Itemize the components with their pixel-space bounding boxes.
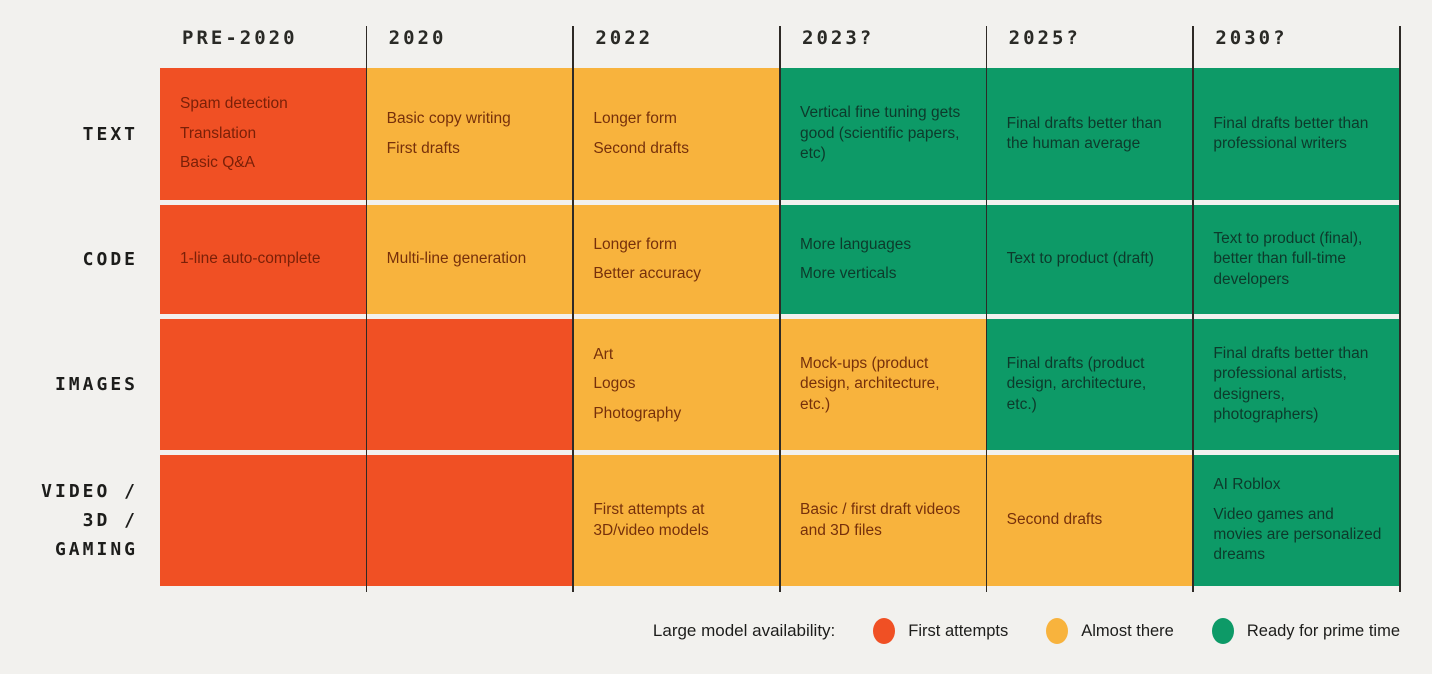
- cell-text: Longer form: [593, 110, 677, 128]
- grid-cell: Final drafts (product design, architectu…: [986, 319, 1194, 450]
- grid-cell: Longer form Better accuracy: [573, 205, 780, 314]
- cell-text: Second drafts: [593, 139, 689, 157]
- row-label: CODE: [0, 205, 138, 314]
- legend: Large model availability: First attempts…: [160, 613, 1400, 649]
- grid-cell: Mock-ups (product design, architecture, …: [780, 319, 987, 450]
- column-header: 2022: [595, 27, 654, 49]
- cell-text: Vertical fine tuning gets good (scientif…: [800, 104, 961, 163]
- cell-text: Second drafts: [1006, 511, 1103, 529]
- cell-text: 1-line auto-complete: [180, 250, 321, 268]
- cell-text: Basic / first draft videos and 3D files: [800, 501, 961, 539]
- grid-cell: Final drafts better than professional ar…: [1193, 319, 1400, 450]
- row-label: VIDEO / 3D / GAMING: [0, 455, 138, 586]
- cell-text: Final drafts better than the human avera…: [1006, 114, 1162, 152]
- cell-text: Final drafts better than professional wr…: [1213, 114, 1369, 152]
- grid-cell: [366, 455, 574, 586]
- cell-text: More verticals: [800, 265, 897, 282]
- grid-cell: Art Logos Photography: [573, 319, 780, 450]
- cell-text: Photography: [593, 404, 682, 422]
- legend-item: Ready for prime time: [1211, 618, 1400, 644]
- row-label: IMAGES: [0, 319, 138, 450]
- grid-cell: AI Roblox Video games and movies are pers…: [1193, 455, 1400, 586]
- cell-text: First attempts at 3D/video models: [593, 501, 709, 539]
- column-divider: [779, 26, 781, 592]
- grid-cell: Second drafts: [986, 455, 1194, 586]
- row-label: TEXT: [0, 68, 138, 200]
- column-header: PRE-2020: [182, 27, 298, 49]
- cell-text: Basic copy writing: [386, 110, 511, 128]
- grid-cell: [160, 455, 367, 586]
- grid-cell: Spam detection Translation Basic Q&A: [160, 68, 367, 200]
- row-label-line: CODE: [82, 249, 138, 270]
- row-label-line: VIDEO /: [41, 481, 138, 502]
- legend-item: Almost there: [1046, 618, 1174, 644]
- column-header: 2025?: [1008, 27, 1081, 49]
- legend-item: First attempts: [873, 618, 1008, 644]
- grid-cell: [160, 319, 367, 450]
- column-header: 2020: [388, 27, 447, 49]
- ready_for_prime_time-dot-icon: [1211, 618, 1234, 644]
- column-divider: [1399, 26, 1401, 592]
- cell-text: Translation: [180, 124, 257, 142]
- cell-text: Multi-line generation: [386, 250, 527, 268]
- legend-item-label: Almost there: [1081, 621, 1174, 640]
- cell-text: Text to product (draft): [1006, 250, 1154, 268]
- cell-text: Spam detection: [180, 95, 288, 113]
- grid-cell: First attempts at 3D/video models: [573, 455, 780, 586]
- column-header: 2023?: [802, 27, 875, 49]
- cell-text: Logos: [593, 375, 636, 393]
- cell-text: Basic Q&A: [180, 154, 255, 172]
- cell-text: Better accuracy: [593, 265, 702, 282]
- cell-text: AI Roblox: [1213, 476, 1281, 494]
- cell-text: Mock-ups (product design, architecture, …: [800, 354, 940, 413]
- grid-cell: Text to product (draft): [986, 205, 1194, 314]
- grid-cell: Basic copy writing First drafts: [366, 68, 574, 200]
- grid-cell: More languages More verticals: [780, 205, 987, 314]
- almost_there-dot-icon: [1046, 618, 1069, 644]
- grid-cell: Vertical fine tuning gets good (scientif…: [780, 68, 987, 200]
- row-label-line: GAMING: [54, 539, 138, 560]
- cell-text: Final drafts better than professional ar…: [1213, 344, 1369, 423]
- grid-cell: Final drafts better than professional wr…: [1193, 68, 1400, 200]
- grid-cell: Longer form Second drafts: [573, 68, 780, 200]
- column-divider: [365, 26, 368, 592]
- legend-item-label: First attempts: [908, 621, 1009, 640]
- legend-item-label: Ready for prime time: [1246, 621, 1400, 640]
- first_attempts-dot-icon: [873, 618, 896, 644]
- column-divider: [572, 26, 574, 592]
- grid-cell: Basic / first draft videos and 3D files: [780, 455, 987, 586]
- cell-text: More languages: [800, 235, 912, 253]
- row-label-line: 3D /: [82, 510, 138, 531]
- column-header: 2030?: [1215, 27, 1288, 49]
- cell-text: First drafts: [386, 139, 460, 157]
- cell-text: Video games and movies are personalized …: [1213, 505, 1382, 564]
- column-divider: [985, 26, 988, 592]
- legend-title: Large model availability:: [652, 621, 836, 640]
- cell-text: Longer form: [593, 235, 677, 253]
- column-divider: [1192, 26, 1194, 592]
- row-label-line: IMAGES: [54, 374, 138, 395]
- grid-cell: Text to product (final), better than ful…: [1193, 205, 1400, 314]
- cell-text: Final drafts (product design, architectu…: [1006, 354, 1147, 413]
- grid-cell: Final drafts better than the human avera…: [986, 68, 1194, 200]
- grid-cell: 1-line auto-complete: [160, 205, 367, 314]
- row-label-line: TEXT: [82, 123, 138, 145]
- legend-items: First attempts Almost there Ready for prim…: [873, 618, 1400, 644]
- cell-text: Art: [593, 345, 614, 363]
- cell-text: Text to product (final), better than ful…: [1213, 229, 1363, 288]
- grid-cell: [366, 319, 574, 450]
- grid-cell: Multi-line generation: [366, 205, 574, 314]
